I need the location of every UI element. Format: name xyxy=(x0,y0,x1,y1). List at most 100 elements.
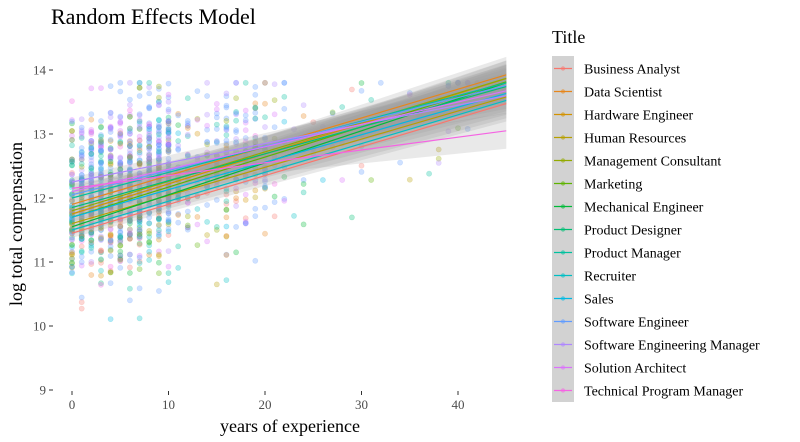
data-point xyxy=(223,142,230,149)
data-point xyxy=(126,157,133,164)
confidence-band-management-consultant xyxy=(72,60,507,216)
data-point xyxy=(98,259,104,266)
data-point xyxy=(204,218,210,225)
data-point xyxy=(184,95,191,102)
data-point xyxy=(252,132,259,139)
data-point xyxy=(184,120,191,127)
data-point xyxy=(126,102,133,108)
data-point xyxy=(281,197,288,204)
data-point xyxy=(136,84,143,91)
data-point xyxy=(136,79,143,86)
data-point xyxy=(165,126,172,133)
data-point xyxy=(165,118,172,124)
y-tick-label: 14 xyxy=(33,63,47,78)
data-point xyxy=(126,111,133,118)
legend-item: Product Manager xyxy=(552,240,681,264)
data-point xyxy=(126,79,133,86)
data-point xyxy=(78,149,85,156)
data-point xyxy=(78,243,85,250)
data-point xyxy=(98,133,104,140)
data-point xyxy=(107,222,114,229)
data-point xyxy=(107,152,114,159)
data-point xyxy=(455,125,461,132)
legend-key-point xyxy=(560,319,566,324)
data-point xyxy=(98,124,104,131)
data-point xyxy=(445,128,452,135)
data-point xyxy=(165,129,172,135)
data-point xyxy=(98,144,104,150)
data-point xyxy=(165,129,172,136)
data-point xyxy=(117,132,124,139)
data-point xyxy=(117,237,124,244)
data-point xyxy=(281,173,288,180)
data-point xyxy=(155,127,162,134)
data-point xyxy=(184,118,191,124)
data-point xyxy=(78,172,85,178)
data-point xyxy=(136,227,143,233)
data-point xyxy=(107,237,114,244)
data-point xyxy=(78,231,85,238)
legend-label: Software Engineering Manager xyxy=(584,339,760,354)
data-point xyxy=(358,80,365,86)
data-point xyxy=(300,189,307,196)
data-point xyxy=(126,251,133,258)
data-point xyxy=(223,188,230,195)
data-point xyxy=(117,143,124,150)
data-point xyxy=(146,130,153,137)
data-point xyxy=(88,157,95,164)
data-point xyxy=(223,206,230,213)
data-point xyxy=(107,110,114,116)
data-point xyxy=(136,233,143,239)
data-point xyxy=(233,95,239,102)
data-point xyxy=(146,123,153,130)
data-point xyxy=(136,241,143,248)
data-point xyxy=(435,159,442,166)
data-point xyxy=(117,233,124,239)
data-point xyxy=(98,236,104,243)
data-point xyxy=(136,315,143,322)
y-tick-label: 9 xyxy=(40,383,47,398)
data-point xyxy=(117,130,124,137)
data-point xyxy=(233,139,239,146)
data-point xyxy=(175,138,182,144)
data-point xyxy=(107,161,114,168)
data-point xyxy=(98,225,104,232)
data-point xyxy=(126,235,133,242)
data-point xyxy=(339,104,346,110)
data-point xyxy=(126,152,133,159)
data-point xyxy=(184,222,191,229)
data-point xyxy=(213,106,220,113)
data-point xyxy=(445,79,452,86)
legend-item: Data Scientist xyxy=(552,79,662,103)
data-point xyxy=(184,213,191,220)
data-point xyxy=(88,239,95,246)
legend-key-point xyxy=(560,227,566,232)
data-point xyxy=(78,233,85,239)
data-point xyxy=(98,247,104,254)
data-point xyxy=(146,104,153,111)
legend-item: Sales xyxy=(552,286,614,310)
data-point xyxy=(136,224,143,231)
data-point xyxy=(194,130,201,137)
data-point xyxy=(69,249,75,256)
data-point xyxy=(117,140,124,147)
data-point xyxy=(107,243,114,250)
data-point xyxy=(107,136,114,143)
data-point xyxy=(155,270,162,277)
data-point xyxy=(155,94,162,101)
data-point xyxy=(165,124,172,131)
data-point xyxy=(126,147,133,154)
data-point xyxy=(262,79,268,86)
data-point xyxy=(98,247,104,254)
data-point xyxy=(98,169,104,176)
data-point xyxy=(165,118,172,125)
data-point xyxy=(146,214,153,221)
data-point xyxy=(88,147,95,154)
data-point xyxy=(146,145,153,152)
data-point xyxy=(223,132,230,138)
data-point xyxy=(146,155,153,162)
data-point xyxy=(223,198,230,205)
data-point xyxy=(107,236,114,243)
data-point xyxy=(146,90,153,97)
data-point xyxy=(78,156,85,163)
